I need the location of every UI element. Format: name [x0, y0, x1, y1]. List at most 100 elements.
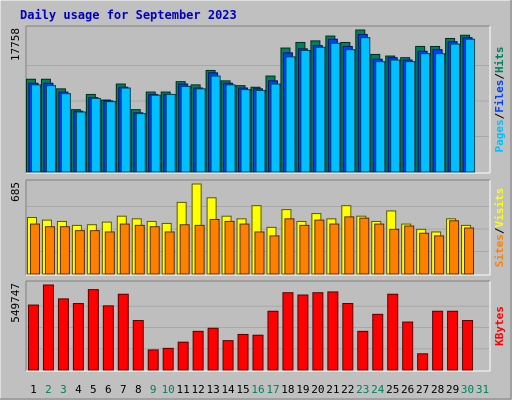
legend-pages: Pages — [493, 119, 506, 152]
panel-kbytes: 549747 KBytes — [9, 280, 506, 372]
bar-pages-day-2 — [45, 85, 56, 173]
bar-sites-day-9 — [149, 226, 160, 275]
bar-pages-day-1 — [30, 84, 41, 173]
bar-kbytes-day-14 — [222, 340, 234, 371]
bar-kbytes-day-3 — [57, 298, 69, 371]
bar-pages-day-6 — [105, 101, 116, 173]
x-tick-label: 31 — [476, 383, 489, 396]
bar-sites-day-17 — [269, 235, 280, 275]
bar-sites-day-3 — [59, 226, 70, 275]
bar-pages-day-7 — [120, 87, 131, 173]
bar-sites-day-13 — [209, 218, 220, 275]
chart-title: Daily usage for September 2023 — [20, 8, 237, 22]
bar-pages-day-12 — [195, 88, 206, 173]
bar-pages-day-15 — [240, 89, 251, 173]
bar-kbytes-day-27 — [417, 353, 429, 371]
bar-kbytes-day-23 — [357, 330, 369, 371]
bar-sites-day-7 — [119, 223, 130, 275]
bar-kbytes-day-1 — [27, 304, 39, 371]
bar-pages-day-20 — [315, 46, 326, 173]
bar-sites-day-27 — [419, 232, 430, 275]
bar-pages-day-21 — [330, 42, 341, 173]
bar-pages-day-28 — [435, 53, 446, 173]
bar-kbytes-day-7 — [117, 293, 129, 371]
bar-sites-day-23 — [359, 217, 370, 275]
bar-sites-day-19 — [299, 224, 310, 275]
bar-pages-day-13 — [210, 75, 221, 173]
x-tick-label: 15 — [236, 383, 249, 396]
x-tick-label: 7 — [120, 383, 127, 396]
x-tick-label: 26 — [401, 383, 414, 396]
ymax-label: 685 — [9, 182, 22, 202]
x-tick-label: 29 — [446, 383, 459, 396]
bar-sites-day-6 — [104, 231, 115, 275]
bar-kbytes-day-22 — [342, 303, 354, 371]
bar-kbytes-day-16 — [252, 334, 264, 371]
bar-sites-day-11 — [179, 224, 190, 275]
x-tick-label: 1 — [30, 383, 37, 396]
x-tick-label: 20 — [311, 383, 324, 396]
bar-sites-day-8 — [134, 224, 145, 275]
legend-hits: Hits — [493, 47, 506, 74]
x-tick-label: 11 — [177, 383, 190, 396]
bar-pages-day-8 — [135, 113, 146, 173]
bar-pages-day-5 — [90, 97, 101, 173]
bar-sites-day-24 — [374, 223, 385, 275]
x-tick-label: 16 — [251, 383, 264, 396]
bar-pages-day-26 — [405, 61, 416, 173]
axis-legend: Sites/Visits — [493, 188, 506, 268]
bar-pages-day-22 — [345, 49, 356, 173]
bar-kbytes-day-8 — [132, 320, 144, 371]
x-tick-label: 22 — [341, 383, 354, 396]
bar-kbytes-day-24 — [372, 313, 384, 371]
bar-sites-day-28 — [434, 235, 445, 275]
bar-kbytes-day-19 — [297, 294, 309, 371]
bar-sites-day-25 — [389, 228, 400, 275]
bar-sites-day-2 — [44, 226, 55, 275]
bar-pages-day-29 — [450, 43, 461, 173]
bar-kbytes-day-9 — [147, 349, 159, 371]
x-tick-label: 24 — [371, 383, 385, 396]
legend-separator: / — [493, 73, 506, 80]
axis-legend: Pages/Files/Hits — [493, 47, 506, 153]
x-tick-label: 10 — [162, 383, 175, 396]
bar-sites-day-10 — [164, 231, 175, 275]
bar-kbytes-day-30 — [462, 320, 474, 371]
x-tick-label: 9 — [150, 383, 157, 396]
legend-files: Files — [493, 80, 506, 113]
legend-separator: / — [493, 227, 506, 234]
bar-pages-day-10 — [165, 93, 176, 173]
bar-sites-day-26 — [404, 225, 415, 275]
bar-kbytes-day-4 — [72, 303, 84, 371]
x-tick-label: 17 — [266, 383, 279, 396]
axis-legend: KBytes — [493, 306, 506, 346]
x-tick-label: 2 — [45, 383, 52, 396]
legend-visits: Visits — [493, 188, 506, 228]
bar-sites-day-30 — [464, 227, 475, 275]
bar-sites-day-22 — [344, 216, 355, 275]
x-tick-label: 18 — [281, 383, 294, 396]
legend-separator: / — [493, 112, 506, 119]
bar-kbytes-day-13 — [207, 327, 219, 371]
bar-kbytes-day-5 — [87, 289, 99, 371]
panel-visits-sites: 685 Sites/Visits — [9, 179, 506, 276]
x-tick-label: 21 — [326, 383, 339, 396]
bar-pages-day-4 — [75, 111, 86, 173]
x-tick-label: 8 — [135, 383, 142, 396]
bar-sites-day-15 — [239, 223, 250, 275]
x-tick-label: 12 — [192, 383, 205, 396]
bar-kbytes-day-10 — [162, 347, 174, 371]
legend-kbytes: KBytes — [493, 306, 506, 346]
bar-pages-day-17 — [270, 83, 281, 173]
bar-kbytes-day-15 — [237, 333, 249, 371]
bar-kbytes-day-25 — [387, 293, 399, 371]
x-tick-label: 6 — [105, 383, 112, 396]
x-tick-label: 27 — [416, 383, 429, 396]
bar-pages-day-27 — [420, 53, 431, 173]
bar-kbytes-day-20 — [312, 292, 324, 371]
bar-kbytes-day-18 — [282, 292, 294, 371]
bar-sites-day-4 — [74, 230, 85, 275]
x-tick-label: 4 — [75, 383, 82, 396]
x-tick-label: 28 — [431, 383, 444, 396]
